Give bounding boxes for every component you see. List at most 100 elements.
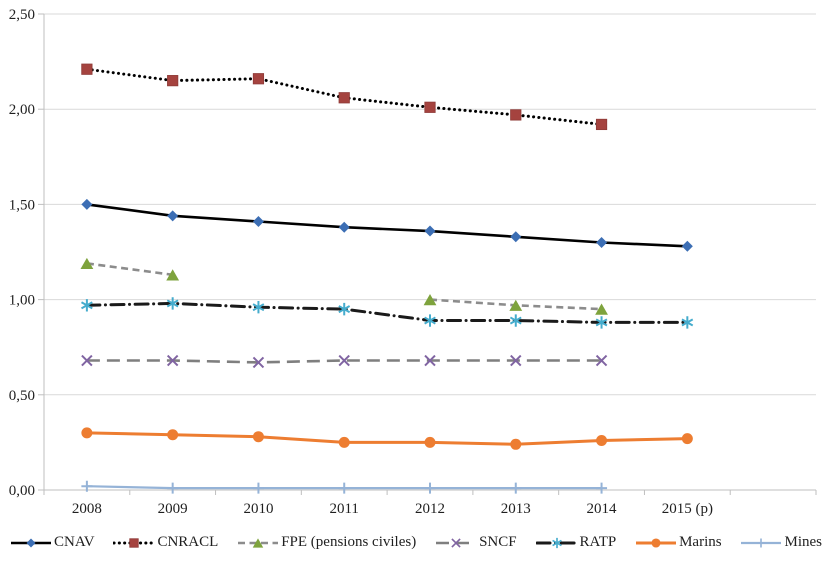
data-point-marker [651,537,661,548]
data-point-marker [338,354,350,367]
data-point-marker [510,354,522,367]
series-line-marins [86,431,688,446]
y-axis-label: 2,00 [9,102,35,118]
data-point-marker [424,314,436,327]
data-point-marker [424,482,436,494]
x-axis-label: 2014 [587,501,618,517]
x-axis-label: 2008 [72,501,102,517]
data-point-marker [509,314,522,327]
legend-label-marins: Marins [679,534,722,550]
data-point-marker [681,240,693,252]
data-point-marker [166,354,179,367]
x-axis-label: 2010 [243,501,273,517]
legend-swatch-mines [741,537,782,548]
series-line-ratp [85,301,689,324]
series-fpe-pensions-civiles [80,257,608,315]
data-point-marker [81,480,93,492]
legend-item-cnav: CNAV [10,534,95,551]
series-line-cnav [86,203,688,248]
data-point-marker [80,299,93,312]
data-point-marker [681,316,694,329]
legend-swatch-ratp [535,537,578,548]
legend-label-fpe-pensions-civiles: FPE (pensions civiles) [281,534,417,550]
y-axis-label: 0,00 [9,483,35,499]
data-point-marker [756,537,766,548]
data-point-marker [451,537,461,548]
data-point-marker [509,299,523,311]
legend-label-cnav: CNAV [54,534,95,550]
y-axis-label: 0,50 [9,388,35,404]
data-point-marker [81,63,93,75]
data-point-marker [81,354,93,367]
data-point-marker [26,537,36,548]
data-point-marker [167,429,179,441]
data-point-marker [596,236,608,248]
legend-label-cnracl: CNRACL [157,534,219,550]
data-point-marker [424,225,436,237]
data-point-marker [252,431,264,443]
legend-item-ratp: RATP [535,534,617,551]
data-point-marker [252,537,264,548]
series-ratp [80,297,694,329]
data-point-marker [167,482,179,494]
data-point-marker [80,257,94,270]
data-point-marker [252,216,264,228]
legend-label-mines: Mines [784,534,822,550]
legend-label-ratp: RATP [579,534,617,550]
series-mines [81,480,608,494]
x-axis-label: 2012 [415,501,445,517]
series-cnav [81,198,693,252]
data-point-marker [596,482,608,494]
data-point-marker [338,482,350,494]
data-point-marker [338,436,350,448]
data-point-marker [167,75,179,87]
legend-item-fpe-pensions-civiles: FPE (pensions civiles) [237,534,416,551]
legend-swatch-cnracl [113,537,156,548]
legend-swatch-sncf [436,537,477,548]
data-point-marker [595,303,608,315]
y-axis-label: 2,50 [9,7,35,23]
data-point-marker [423,294,437,306]
x-axis-label: 2009 [158,501,188,517]
data-point-marker [252,356,265,369]
data-point-marker [510,482,522,494]
x-axis-label: 2011 [329,501,358,517]
legend-item-sncf: SNCF [435,534,517,551]
y-axis-label: 1,50 [9,197,35,213]
data-point-marker [252,73,265,85]
y-axis-label: 1,00 [9,293,35,309]
data-point-marker [81,427,93,439]
data-point-marker [252,301,265,314]
x-axis-label: 2013 [501,501,531,517]
series-cnracl [81,63,608,131]
legend-swatch-cnav [11,537,51,548]
x-axis-label: 2015 (p) [662,501,713,517]
data-point-marker [595,118,608,131]
data-point-marker [424,354,436,367]
data-point-marker [338,302,351,316]
legend-swatch-marins [636,537,677,548]
data-point-marker [338,221,350,233]
data-point-marker [167,210,179,222]
data-point-marker [595,316,608,329]
legend-item-marins: Marins [635,534,722,551]
data-point-marker [596,434,608,446]
legend-swatch-fpe-pensions-civiles [238,537,279,548]
data-point-marker [510,109,522,121]
data-point-marker [129,537,140,548]
data-point-marker [510,231,522,243]
data-point-marker [595,354,608,367]
data-point-marker [551,537,562,548]
legend-label-sncf: SNCF [479,534,517,550]
data-point-marker [166,297,179,310]
data-point-marker [681,433,693,445]
data-point-marker [424,101,436,113]
data-point-marker [81,198,93,210]
data-point-marker [252,482,264,494]
chart-legend: CNAV CNRACL FPE (pensions civiles) SNCF RATP… [10,534,822,551]
series-marins [81,427,693,450]
data-point-marker [510,438,522,450]
line-chart-canvas: 0,00 0,50 1,00 1,50 2,00 2,50 2008 2009 2010 2011… [9,7,817,517]
data-point-marker [424,436,436,448]
